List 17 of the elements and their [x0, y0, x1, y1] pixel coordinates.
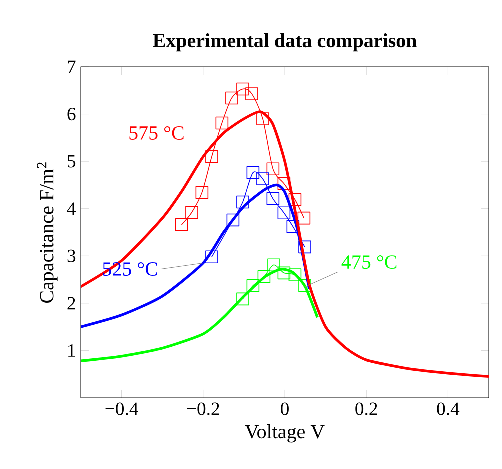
- y-tick-label: 6: [68, 108, 76, 121]
- y-tick-label: 7: [68, 60, 76, 74]
- y-tick-label: 2: [68, 297, 76, 310]
- y-tick-label: 1: [68, 344, 76, 357]
- x-tick-label: 0.2: [356, 402, 378, 416]
- x-tick-label: −0.2: [187, 402, 220, 416]
- y-axis-title: Capacitance F/m$^{2}$: [37, 162, 58, 303]
- text: 475 °C: [342, 256, 397, 270]
- y-tick-label: 4: [67, 202, 76, 216]
- y-tick-label: 3: [68, 250, 76, 262]
- x-tick-label: 0.4: [437, 402, 460, 416]
- x-tick-label: 0: [281, 402, 289, 416]
- chart-title: Experimental data comparison: [153, 34, 417, 52]
- y-tick-label: 5: [68, 155, 76, 168]
- x-axis-title: Voltage V: [245, 424, 325, 443]
- series-label: 575 °C: [130, 126, 184, 140]
- x-tick-label: −0.4: [106, 402, 138, 416]
